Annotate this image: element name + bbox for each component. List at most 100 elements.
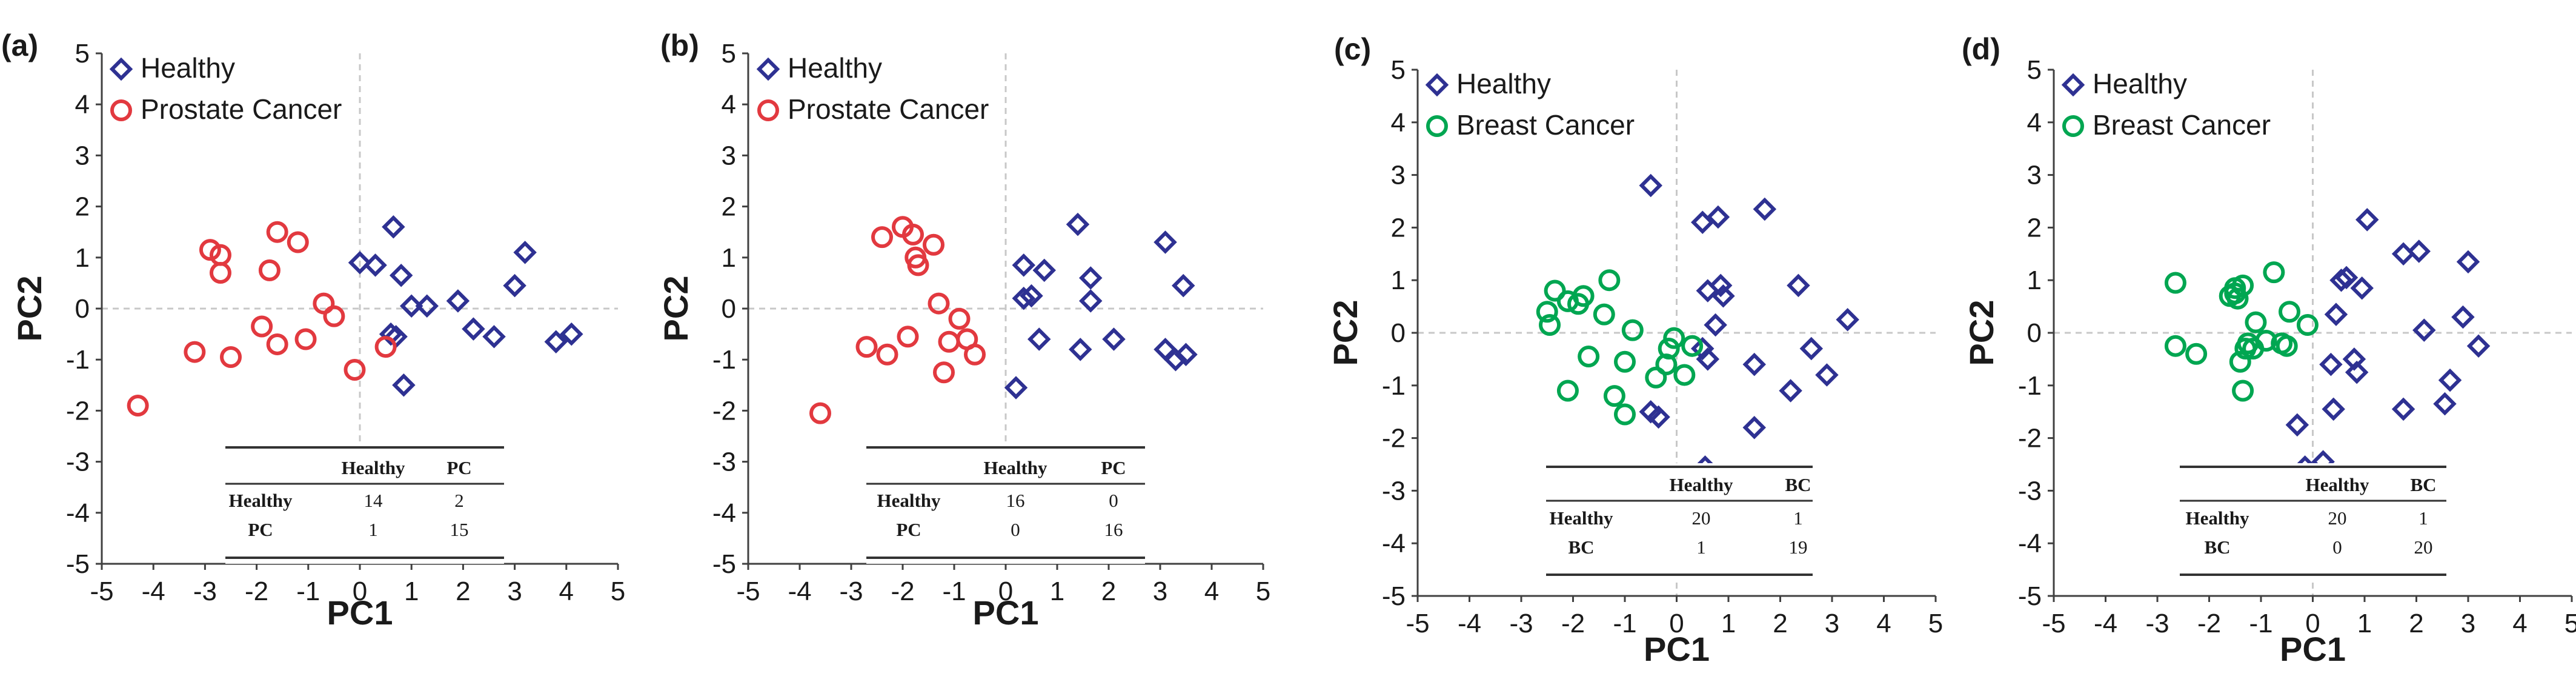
y-axis-title: PC2 (1326, 300, 1364, 366)
x-tick-label: -1 (2249, 609, 2272, 638)
y-tick-label: -2 (1382, 424, 1406, 453)
table-cell: 16 (1104, 519, 1123, 540)
data-point-diamond (1032, 258, 1056, 283)
x-axis-title: PC1 (1644, 630, 1710, 668)
x-tick-label: 2 (456, 577, 470, 606)
table-cell: 0 (1011, 519, 1020, 540)
data-point-diamond (363, 253, 387, 277)
x-tick-label: 2 (1773, 609, 1787, 638)
x-axis-title: PC1 (973, 594, 1039, 632)
y-tick-label: 1 (2027, 266, 2042, 295)
data-point-diamond (2355, 208, 2379, 232)
series-cancer (2164, 261, 2319, 402)
data-point-diamond (1172, 273, 1195, 298)
data-point-circle (902, 223, 924, 246)
y-tick-label: 5 (722, 39, 736, 69)
data-point-circle (938, 330, 960, 353)
data-point-circle (2279, 301, 2301, 323)
y-tick-label: 5 (1391, 55, 1406, 85)
series-healthy (1639, 173, 1859, 479)
data-point-diamond (1691, 210, 1715, 234)
data-point-circle (1663, 327, 1685, 349)
x-tick-label: -1 (1613, 609, 1636, 638)
data-point-diamond (1164, 347, 1187, 372)
y-tick-label: -2 (712, 396, 736, 426)
series-cancer (1536, 269, 1704, 426)
x-tick-label: -4 (2094, 609, 2117, 638)
x-tick-label: 2 (2409, 609, 2423, 638)
table-cell: 0 (1109, 490, 1118, 511)
data-point-circle (1681, 335, 1704, 357)
data-point-diamond (2391, 397, 2415, 421)
data-point-circle (313, 292, 335, 315)
y-tick-label: 3 (722, 141, 736, 170)
data-point-diamond (2350, 276, 2374, 300)
x-tick-label: -2 (2197, 609, 2221, 638)
table-header-cell: Healthy (983, 457, 1047, 478)
data-point-diamond (1079, 266, 1103, 290)
y-tick-label: -1 (66, 345, 90, 375)
table-row-label: BC (2204, 537, 2230, 558)
panel-c: (c) 5 4 3 2 1 0 -1 -2 -3 -4 -5-5 -4 -3 -2 -1 0 1 2 3 4 5 PC1 PC… (1326, 32, 1943, 668)
x-tick-label: -4 (142, 577, 165, 606)
data-point-diamond (392, 373, 416, 397)
data-point-diamond (1691, 336, 1715, 361)
data-point-diamond (1012, 253, 1035, 277)
y-tick-label: -4 (66, 498, 90, 528)
table-cell: 16 (1006, 490, 1025, 511)
legend-label: Healthy (788, 52, 882, 84)
y-tick-label: -1 (1382, 371, 1406, 401)
legend-marker-circle (110, 99, 132, 121)
data-point-diamond (399, 294, 423, 318)
x-axis-title: PC1 (327, 594, 393, 632)
data-point-circle (266, 221, 288, 243)
data-point-diamond (415, 294, 439, 318)
data-point-diamond (446, 289, 470, 313)
y-tick-label: 1 (722, 243, 736, 273)
x-tick-label: 4 (2512, 609, 2527, 638)
data-point-circle (1614, 403, 1636, 426)
series-healthy (2285, 208, 2491, 479)
table-row-label: Healthy (877, 490, 941, 511)
data-point-circle (127, 394, 149, 416)
table-cell: 1 (1793, 507, 1803, 529)
table-cell: 0 (2332, 537, 2342, 558)
data-point-circle (1572, 285, 1595, 307)
data-point-circle (294, 328, 317, 350)
x-tick-label: -2 (1561, 609, 1585, 638)
y-tick-label: 0 (75, 294, 90, 324)
y-tick-label: -4 (1382, 529, 1406, 558)
legend-label: Prostate Cancer (141, 93, 342, 125)
table-row-label: Healthy (228, 490, 293, 511)
panel-label-b: (b) (660, 28, 699, 62)
data-point-circle (2232, 380, 2254, 402)
data-point-circle (948, 307, 971, 330)
data-point-circle (923, 233, 944, 256)
x-tick-label: 1 (1721, 609, 1736, 638)
table-row-label: PC (248, 519, 273, 540)
data-point-circle (1539, 313, 1561, 336)
data-point-diamond (2456, 250, 2480, 274)
x-tick-label: 5 (611, 577, 625, 606)
x-tick-label: 3 (507, 577, 522, 606)
data-point-circle (1544, 279, 1566, 302)
y-tick-label: -4 (712, 498, 736, 528)
data-point-diamond (348, 250, 372, 275)
data-point-circle (2255, 330, 2277, 352)
x-tick-label: -3 (1509, 609, 1533, 638)
x-tick-label: -5 (1406, 609, 1429, 638)
table-background (2180, 463, 2446, 581)
legend-label: Healthy (2093, 68, 2187, 99)
x-tick-label: -5 (736, 577, 760, 606)
table-row-label: Healthy (1549, 507, 1613, 529)
data-point-diamond (2324, 303, 2348, 326)
data-point-diamond (462, 317, 485, 341)
data-point-circle (251, 315, 273, 338)
x-tick-label: -1 (296, 577, 320, 606)
data-point-circle (1614, 350, 1636, 373)
y-tick-label: -2 (66, 396, 90, 426)
x-tick-label: -1 (942, 577, 966, 606)
x-tick-label: 5 (1928, 609, 1943, 638)
data-point-circle (1621, 319, 1644, 341)
